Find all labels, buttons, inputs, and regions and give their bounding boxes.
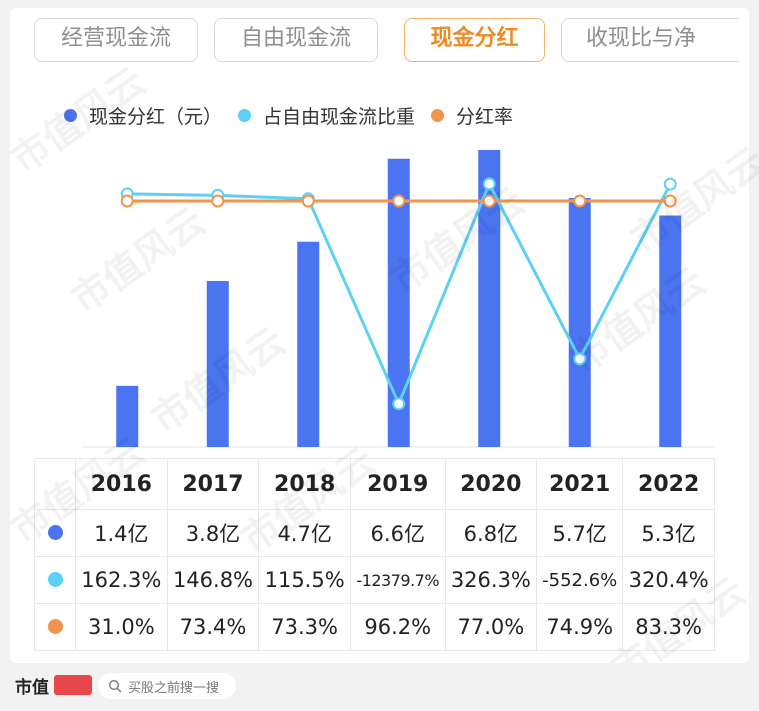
table-cell: 73.3% [258, 603, 351, 651]
table-cell: 96.2% [349, 603, 446, 651]
year-cell: 2022 [622, 458, 715, 510]
point-series-1-2020 [482, 177, 496, 191]
bar-2021 [568, 198, 591, 447]
point-series-2-2016 [120, 194, 134, 208]
table-row-dividend: 1.4亿 3.8亿 4.7亿 6.6亿 6.8亿 5.7亿 5.3亿 [34, 509, 715, 557]
table-cell: 73.4% [166, 603, 260, 651]
search-icon [108, 679, 122, 693]
fcf-share-dot-icon [47, 572, 63, 587]
legend-dot-icon [64, 108, 77, 122]
tab-cash-ratio[interactable]: 收现比与净 [561, 18, 739, 62]
tab-cash-dividend[interactable]: 现金分红 [404, 18, 545, 62]
point-series-1-2019 [392, 397, 406, 411]
legend-dot-icon [431, 108, 445, 122]
data-table: 2016 2017 2018 2019 2020 2021 2022 1.4亿 … [34, 458, 715, 651]
bar-2020 [478, 150, 501, 447]
bar-2017 [206, 281, 229, 447]
table-cell: -12379.7% [349, 556, 446, 604]
bar-2018 [297, 241, 320, 447]
brand-logo-badge [54, 675, 92, 695]
bar-2016 [116, 385, 139, 447]
tab-bar: 经营现金流 自由现金流 现金分红 收现比与净 [34, 8, 739, 64]
table-cell: 1.4亿 [75, 509, 168, 557]
tab-operating-cashflow[interactable]: 经营现金流 [34, 18, 198, 62]
search-placeholder: 买股之前搜一搜 [128, 680, 220, 696]
legend-item-dividend[interactable]: 现金分红（元） [64, 102, 222, 129]
year-cell: 2017 [166, 458, 260, 510]
table-row-years: 2016 2017 2018 2019 2020 2021 2022 [34, 458, 715, 510]
table-cell: 5.7亿 [536, 509, 624, 557]
table-cell: 83.3% [622, 603, 715, 651]
tab-free-cashflow[interactable]: 自由现金流 [214, 18, 378, 62]
row-marker-fcf-share [34, 556, 76, 604]
chart-legend: 现金分红（元） 占自由现金流比重 分红率 [64, 100, 529, 130]
point-series-2-2021 [573, 194, 587, 208]
row-marker-payout [34, 603, 76, 651]
table-row-fcf-share: 162.3% 146.8% 115.5% -12379.7% 326.3% -5… [34, 556, 715, 604]
table-row-payout: 31.0% 73.4% 73.3% 96.2% 77.0% 74.9% 83.3… [34, 603, 715, 651]
point-series-2-2020 [482, 194, 496, 208]
bar-2022 [659, 215, 682, 447]
table-cell: 6.6亿 [349, 509, 446, 557]
year-cell: 2020 [444, 458, 538, 510]
legend-item-payout[interactable]: 分红率 [431, 102, 513, 129]
year-cell: 2021 [536, 458, 624, 510]
table-cell: 146.8% [166, 556, 260, 604]
combo-chart [83, 150, 715, 448]
table-cell: 3.8亿 [166, 509, 260, 557]
table-cell: 31.0% [75, 603, 168, 651]
point-series-1-2022 [663, 177, 677, 191]
point-series-2-2017 [211, 194, 225, 208]
bar-2019 [387, 158, 410, 447]
year-cell: 2016 [75, 458, 168, 510]
table-cell: 74.9% [536, 603, 624, 651]
year-cell: 2019 [349, 458, 446, 510]
legend-label: 占自由现金流比重 [263, 105, 416, 128]
point-series-1-2021 [573, 352, 587, 366]
table-cell: 320.4% [622, 556, 715, 604]
table-cell: 115.5% [258, 556, 351, 604]
table-cell: 162.3% [75, 556, 168, 604]
table-cell: 5.3亿 [622, 509, 715, 557]
legend-label: 分红率 [456, 105, 514, 128]
search-box[interactable]: 买股之前搜一搜 [98, 673, 236, 699]
table-cell: 4.7亿 [258, 509, 351, 557]
payout-dot-icon [47, 619, 63, 634]
year-cell: 2018 [258, 458, 351, 510]
row-marker-dividend [34, 509, 76, 557]
table-cell: 6.8亿 [444, 509, 538, 557]
brand-logo: 市值 [15, 678, 49, 698]
legend-item-fcf-share[interactable]: 占自由现金流比重 [238, 102, 415, 129]
table-cell: -552.6% [536, 556, 624, 604]
dividend-dot-icon [47, 525, 63, 540]
point-series-2-2022 [663, 194, 677, 208]
legend-dot-icon [238, 108, 252, 122]
point-series-2-2018 [301, 194, 315, 208]
point-series-2-2019 [392, 194, 406, 208]
table-cell: 326.3% [444, 556, 538, 604]
table-corner-cell [34, 458, 76, 510]
table-cell: 77.0% [444, 603, 538, 651]
legend-label: 现金分红（元） [89, 105, 223, 128]
